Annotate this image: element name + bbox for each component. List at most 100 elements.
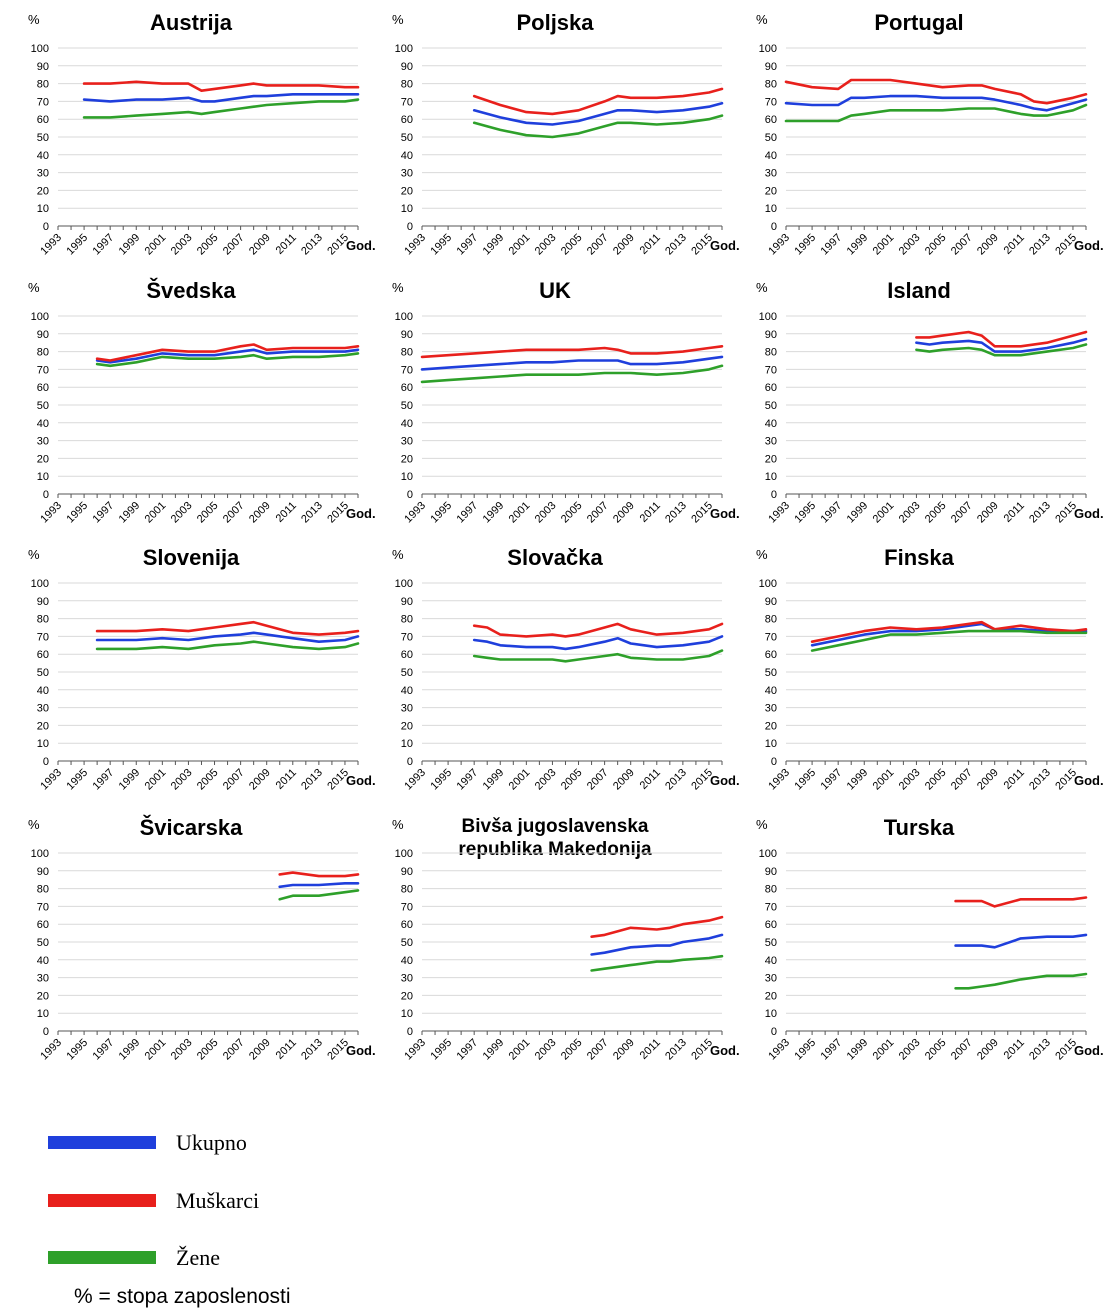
y-tick-label: 100 [759,43,777,55]
x-tick-label: 1997 [454,1037,480,1063]
x-tick-label: 2007 [221,500,247,526]
x-tick-label: 2013 [1027,1037,1053,1063]
x-tick-label: 1993 [402,767,428,793]
series-line-zene [95,352,360,368]
y-tick-label: 50 [37,132,49,144]
x-tick-label: 2011 [274,500,299,525]
x-tick-label: 2009 [247,1037,273,1063]
y-tick-label: 30 [765,168,777,180]
y-tick-label: 70 [401,901,413,913]
series-line-ukupno [278,881,360,889]
y-tick-label: 40 [37,418,49,430]
y-tick-label: 50 [765,937,777,949]
x-tick-label: 1995 [428,1037,454,1063]
series-line-muskarci [472,622,724,638]
x-tick-label: 2003 [169,767,195,793]
y-tick-label: 80 [765,347,777,359]
x-tick-label: 2009 [611,1037,637,1063]
x-tick-label: 2005 [559,500,585,526]
chart-title: Turska [884,815,955,840]
y-axis-unit: % [756,817,768,832]
x-tick-label: 1995 [64,232,90,258]
x-tick-label: 2011 [1002,500,1027,525]
y-tick-label: 10 [401,738,413,750]
x-tick-label: 2011 [638,1037,663,1062]
x-tick-label: 2011 [638,500,663,525]
x-tick-label: 2003 [897,1037,923,1063]
x-tick-label: 2011 [638,232,663,257]
x-tick-label: 1995 [428,500,454,526]
x-axis-title: God. [710,506,740,521]
x-tick-label: 2003 [533,767,559,793]
y-tick-label: 20 [765,185,777,197]
y-tick-label: 50 [401,400,413,412]
x-tick-label: 2003 [169,500,195,526]
x-axis-title: God. [346,238,376,253]
y-tick-label: 10 [765,738,777,750]
y-tick-label: 20 [401,453,413,465]
y-tick-label: 60 [765,919,777,931]
x-tick-label: 1997 [454,232,480,258]
y-tick-label: 40 [765,955,777,967]
y-tick-label: 20 [401,720,413,732]
y-axis-unit: % [392,280,404,295]
y-tick-label: 50 [37,937,49,949]
x-tick-label: 2003 [533,1037,559,1063]
y-tick-label: 0 [43,1026,49,1038]
x-tick-label: 2001 [871,767,897,793]
series-line-zene [915,343,1088,357]
x-tick-label: 2011 [1002,767,1027,792]
y-tick-label: 30 [765,973,777,985]
y-tick-label: 100 [395,311,413,323]
x-tick-label: 1993 [766,232,792,258]
x-tick-label: 1997 [90,767,116,793]
series-line-muskarci [915,330,1088,348]
y-tick-label: 30 [401,703,413,715]
y-tick-label: 0 [43,756,49,768]
x-tick-label: 1997 [454,500,480,526]
y-tick-label: 0 [771,1026,777,1038]
series-line-ukupno [784,94,1088,112]
y-tick-label: 30 [401,973,413,985]
series-line-zene [420,364,724,384]
series-line-ukupno [82,93,360,103]
x-tick-label: 2001 [871,232,897,258]
y-tick-label: 0 [407,756,413,768]
x-tick-label: 1999 [481,1037,507,1063]
x-tick-label: 2007 [585,232,611,258]
y-tick-label: 90 [401,61,413,73]
x-tick-label: 1999 [481,500,507,526]
x-tick-label: 2007 [949,232,975,258]
series-line-ukupno [472,635,724,651]
y-tick-label: 0 [43,489,49,501]
y-tick-label: 60 [37,114,49,126]
x-tick-label: 2007 [949,767,975,793]
x-tick-label: 2013 [663,1037,689,1063]
x-tick-label: 1999 [117,500,143,526]
y-tick-label: 10 [401,1008,413,1020]
x-tick-label: 1993 [38,1037,64,1063]
series-line-zene [472,649,724,663]
y-tick-label: 80 [401,614,413,626]
x-tick-label: 2013 [1027,500,1053,526]
x-axis-title: God. [1074,1043,1104,1058]
chart-title: Švicarska [140,815,244,840]
series-line-muskarci [95,343,360,362]
x-tick-label: 2013 [1027,767,1053,793]
series-line-ukupno [472,101,724,126]
x-tick-label: 2009 [247,500,273,526]
x-tick-label: 1997 [454,767,480,793]
series-line-zene [590,954,724,972]
y-tick-label: 60 [765,114,777,126]
series-line-ukupno [95,348,360,364]
x-tick-label: 2013 [663,232,689,258]
y-tick-label: 60 [401,114,413,126]
y-tick-label: 10 [765,471,777,483]
y-tick-label: 90 [765,866,777,878]
y-tick-label: 40 [37,150,49,162]
series-line-ukupno [590,933,724,956]
y-axis-unit: % [28,280,40,295]
